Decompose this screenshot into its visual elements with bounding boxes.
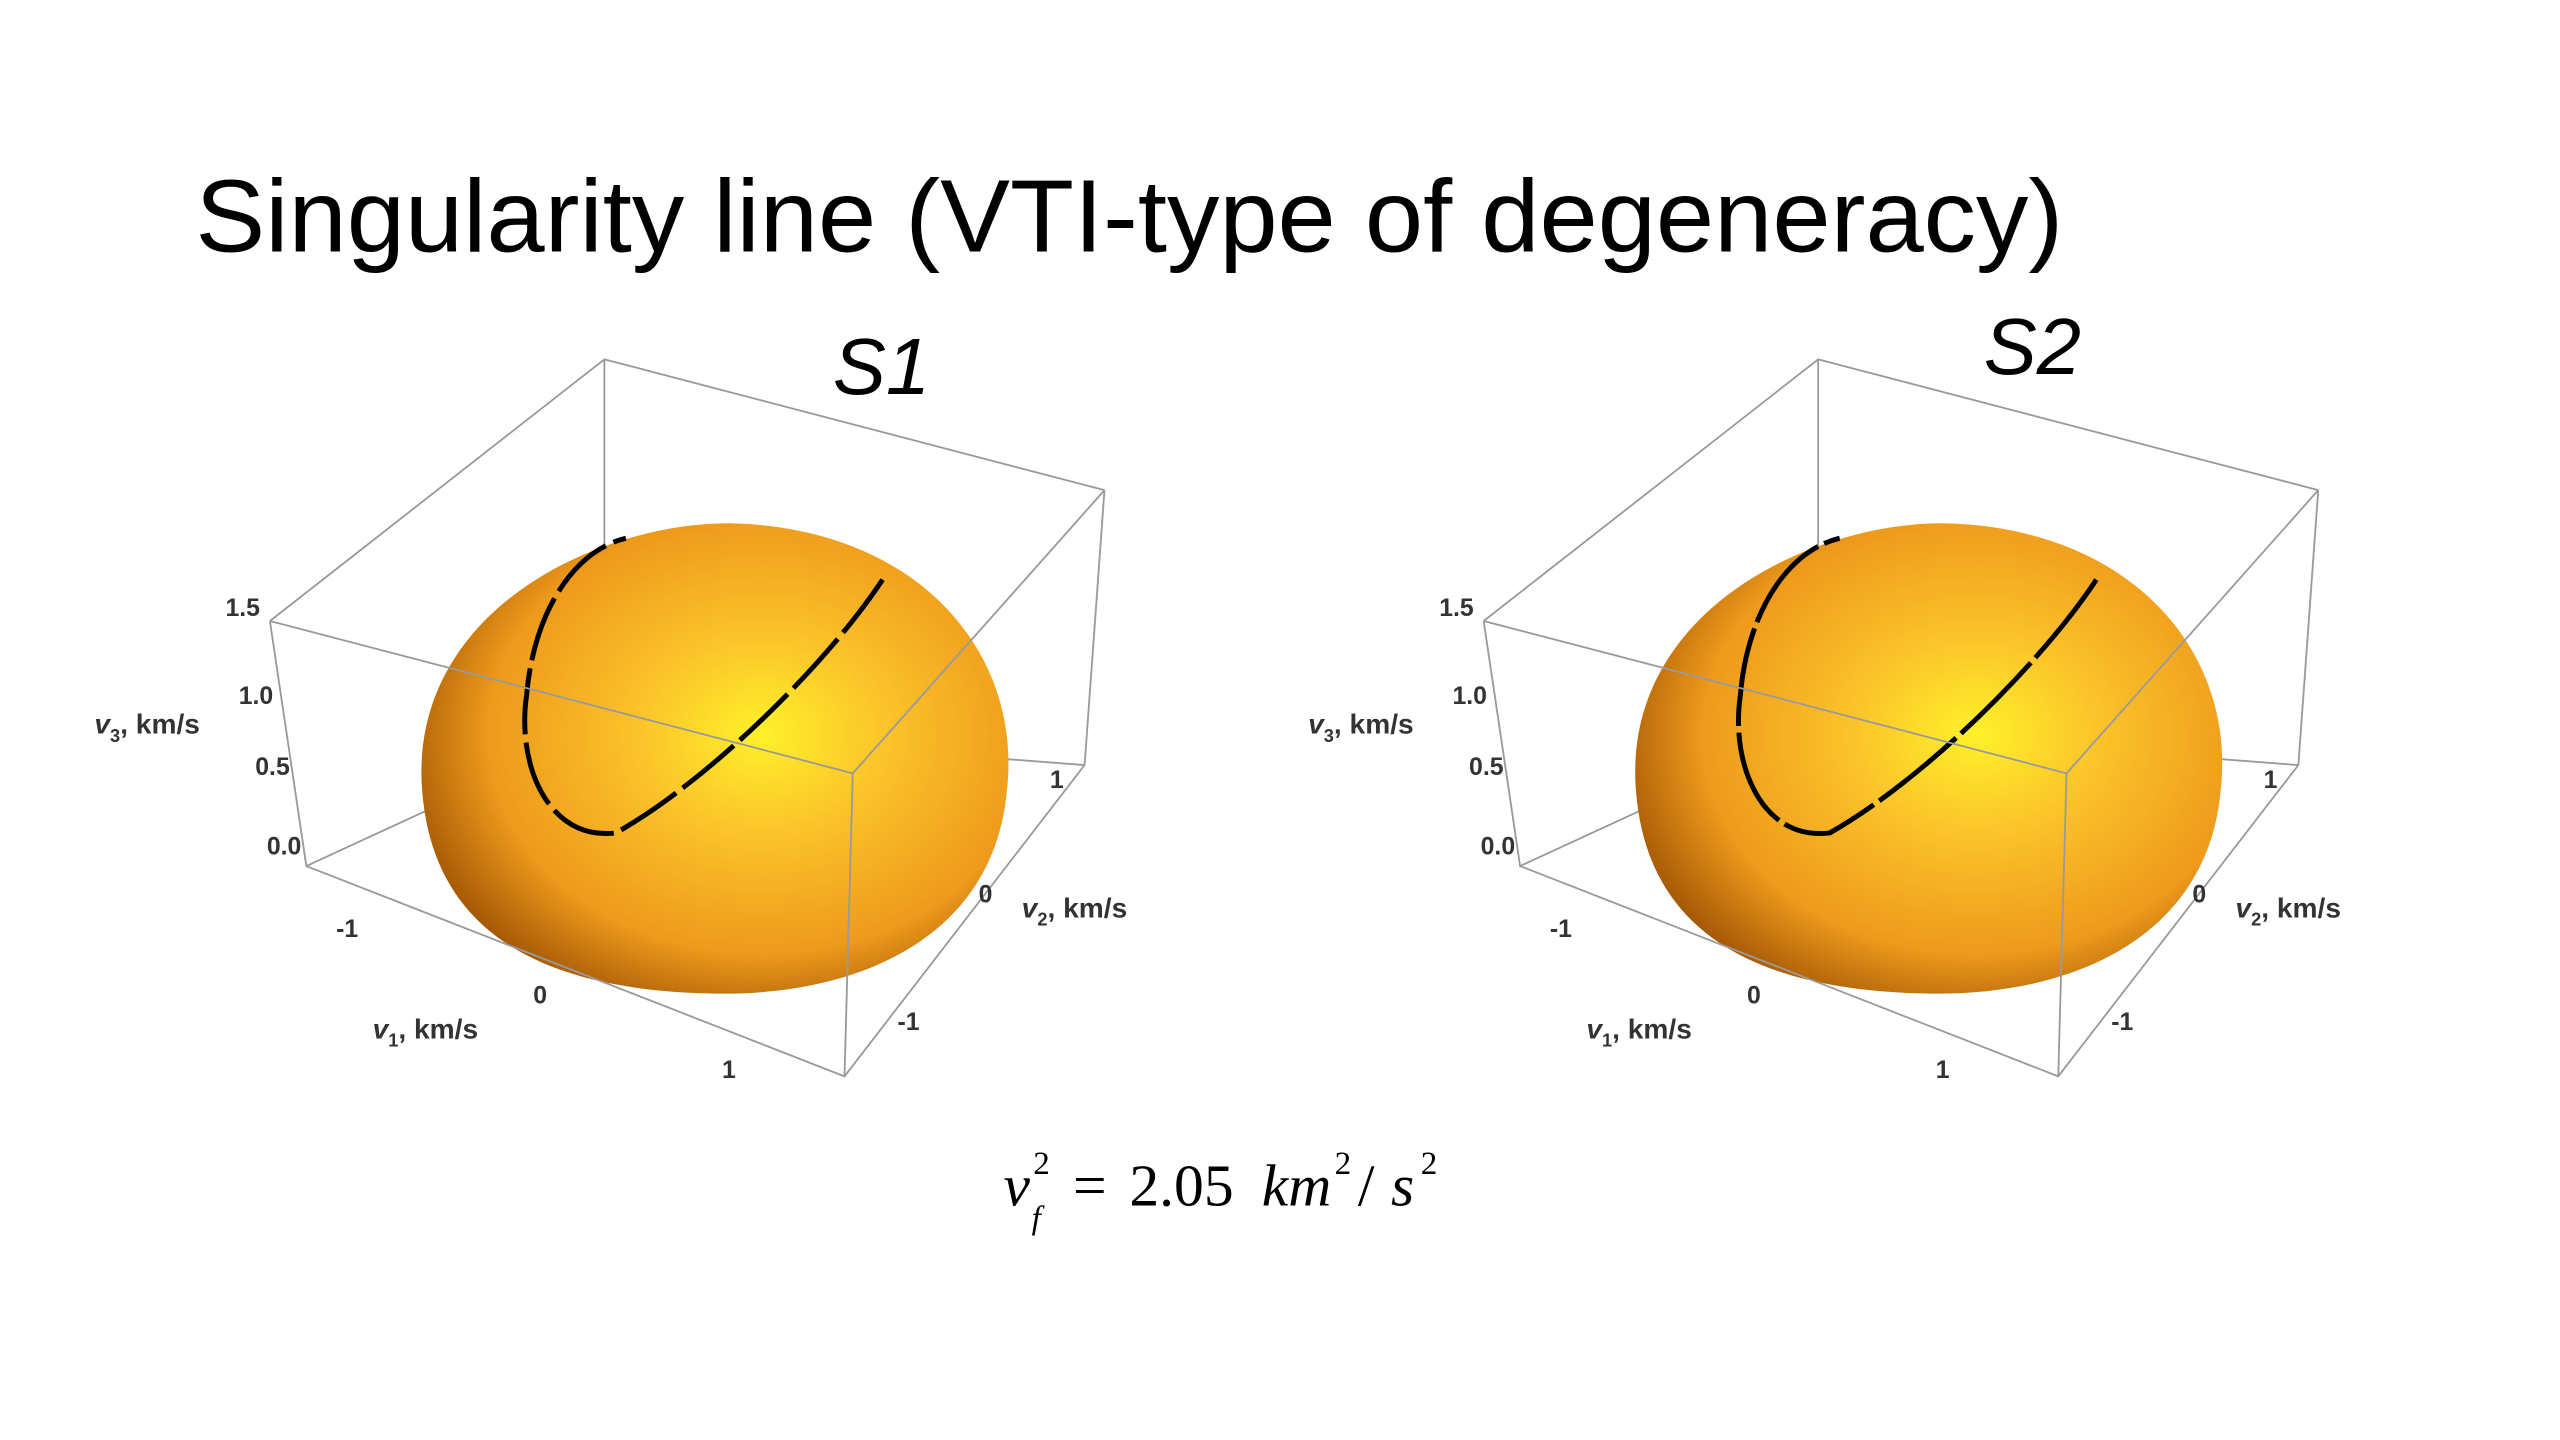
v2-tick-label: -1 <box>2111 1009 2133 1036</box>
v1-tick-label: 1 <box>722 1057 736 1084</box>
v2-tick-label: 0 <box>979 881 993 908</box>
axis-symbol: v <box>1586 1013 1603 1044</box>
box-front-edges <box>269 489 1106 1078</box>
axis-index: 2 <box>2251 910 2261 930</box>
box-back-edges <box>1483 358 2319 867</box>
formula-unit: km <box>1262 1153 1332 1219</box>
v1-tick-label: -1 <box>1550 916 1572 943</box>
v1-tick-label: 0 <box>1747 982 1761 1009</box>
axis-index: 1 <box>1602 1031 1612 1051</box>
axis-unit: , km/s <box>2261 892 2341 923</box>
v3-axis-label: v3, km/s <box>94 709 200 746</box>
v3-tick-label: 0.0 <box>267 833 302 860</box>
box-front-edges <box>1482 489 2320 1078</box>
axis-symbol: v <box>373 1013 390 1044</box>
v2-tick-label: 0 <box>2192 881 2206 908</box>
axis-symbol: v <box>1308 709 1325 740</box>
formula-base-sub: f <box>1032 1200 1046 1237</box>
axis-unit: , km/s <box>1334 709 1414 740</box>
v1-tick-label: -1 <box>336 916 358 943</box>
formula-unit-sup: 2 <box>1335 1145 1352 1182</box>
axis-index: 3 <box>1324 726 1334 746</box>
v3-tick-label: 0.5 <box>1469 754 1504 781</box>
formula: v 2 f = 2.05 km 2 / s 2 <box>1003 1145 1437 1237</box>
axis-index: 1 <box>388 1031 398 1051</box>
v3-tick-label: 1.0 <box>239 683 274 710</box>
v3-tick-label: 0.5 <box>255 754 290 781</box>
surface <box>1635 523 2223 994</box>
formula-equals: = <box>1073 1153 1107 1219</box>
formula-den-sup: 2 <box>1421 1145 1438 1182</box>
v2-tick-label: -1 <box>897 1009 919 1036</box>
v1-axis-label: v1, km/s <box>373 1013 479 1050</box>
axis-symbol: v <box>1022 892 1039 923</box>
axis-symbol: v <box>94 709 111 740</box>
panel-label: S1 <box>833 322 930 411</box>
v2-axis-label: v2, km/s <box>1022 892 1128 929</box>
v3-tick-label: 1.0 <box>1452 683 1487 710</box>
axis-unit: , km/s <box>120 709 200 740</box>
axis-symbol: v <box>2235 892 2252 923</box>
singularity-line <box>1735 535 2099 836</box>
v2-axis-label: v2, km/s <box>2235 892 2341 929</box>
axis-index: 2 <box>1037 910 1047 930</box>
axis-unit: , km/s <box>1047 892 1127 923</box>
surface <box>421 523 1009 994</box>
v1-tick-label: 1 <box>1936 1057 1950 1084</box>
formula-value: 2.05 <box>1129 1153 1233 1219</box>
formula-slash: / <box>1358 1153 1375 1219</box>
singularity-line <box>522 535 885 836</box>
v1-axis-label: v1, km/s <box>1586 1013 1692 1050</box>
slide-title: Singularity line (VTI-type of degeneracy… <box>195 159 2063 274</box>
axis-index: 3 <box>110 726 120 746</box>
v3-tick-label: 0.0 <box>1481 833 1516 860</box>
formula-den: s <box>1391 1153 1414 1219</box>
axis-unit: , km/s <box>398 1013 478 1044</box>
axis-unit: , km/s <box>1612 1013 1692 1044</box>
v3-tick-label: 1.5 <box>225 595 260 622</box>
formula-base: v <box>1003 1153 1030 1219</box>
v2-tick-label: 1 <box>2264 767 2278 794</box>
v3-axis-label: v3, km/s <box>1308 709 1414 746</box>
formula-base-sup: 2 <box>1033 1145 1050 1182</box>
v3-tick-label: 1.5 <box>1439 595 1474 622</box>
v2-tick-label: 1 <box>1050 767 1064 794</box>
v1-tick-label: 0 <box>533 982 547 1009</box>
panel-label: S2 <box>1984 302 2081 391</box>
